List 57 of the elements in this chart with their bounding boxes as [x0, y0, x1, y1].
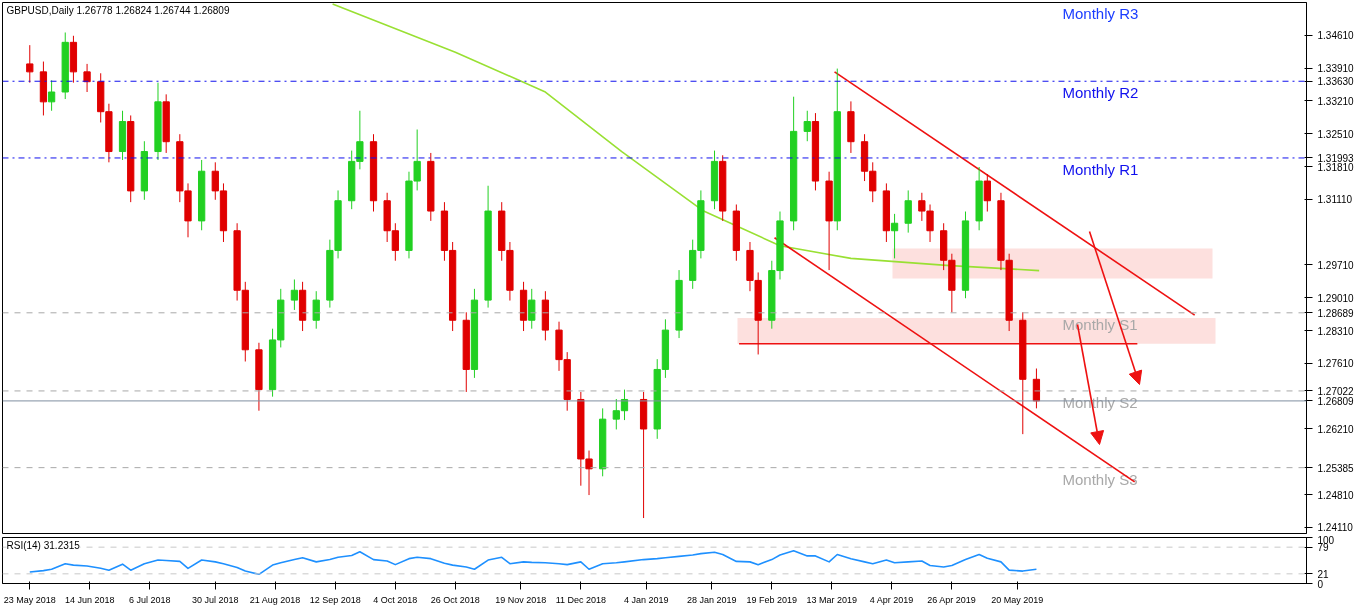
- x-tick-label: 21 Aug 2018: [249, 594, 301, 605]
- candlestick: [47, 79, 56, 112]
- line-series: [331, 3, 1040, 272]
- ref-line-label: Monthly S1: [1062, 315, 1138, 333]
- candlestick: [290, 278, 299, 311]
- candlestick: [26, 44, 34, 84]
- x-tick-label: 6 Jul 2018: [129, 594, 171, 605]
- y-tick-label: 1.28689: [1317, 307, 1355, 319]
- y-tick-label: 1.29010: [1317, 292, 1355, 304]
- x-tick-label: 4 Oct 2018: [373, 594, 418, 605]
- y-tick-label: 1.26210: [1317, 423, 1355, 435]
- y-tick-label: 1.24110: [1317, 522, 1354, 534]
- y-tick-label: 1.31110: [1317, 194, 1353, 206]
- ref-line-label: Monthly R1: [1062, 160, 1139, 178]
- chart-title: GBPUSD,Daily 1.26778 1.26824 1.26744 1.26809: [6, 4, 230, 16]
- x-tick-label: 20 May 2019: [991, 594, 1044, 605]
- candlestick: [803, 110, 811, 142]
- x-tick-label: 11 Dec 2018: [555, 594, 607, 605]
- y-tick-label: 1.25385: [1317, 462, 1355, 474]
- y-tick-label: 1.34610: [1317, 30, 1355, 42]
- y-tick-label: 1.29710: [1317, 259, 1355, 271]
- y-tick-label: 1.27610: [1317, 358, 1355, 370]
- y-tick-label: 1.33630: [1317, 76, 1355, 88]
- x-tick-label: 26 Apr 2019: [927, 594, 976, 605]
- y-tick-label: 0: [1317, 578, 1324, 590]
- ref-line-label: Monthly R2: [1062, 84, 1139, 102]
- x-tick-label: 14 Jun 2018: [65, 594, 115, 605]
- line-series: [28, 550, 1038, 576]
- x-tick-label: 26 Oct 2018: [430, 594, 480, 605]
- candlestick: [983, 173, 991, 213]
- candlestick: [890, 213, 899, 259]
- y-tick-label: 1.31810: [1317, 161, 1355, 173]
- candlestick: [312, 290, 320, 330]
- x-tick-label: 4 Jan 2019: [624, 594, 669, 605]
- x-tick-label: 19 Nov 2018: [495, 594, 547, 605]
- candlestick: [83, 63, 91, 93]
- x-tick-label: 28 Jan 2019: [687, 594, 737, 605]
- ref-line-label: Monthly S3: [1062, 470, 1138, 488]
- x-tick-label: 13 Mar 2019: [806, 594, 858, 605]
- y-tick-label: 1.33210: [1317, 95, 1355, 107]
- x-tick-label: 30 Jul 2018: [192, 594, 239, 605]
- chart-title: RSI(14) 31.2315: [6, 539, 81, 551]
- y-tick-label: 21: [1317, 568, 1330, 580]
- x-tick-label: 23 May 2018: [3, 594, 56, 605]
- x-tick-label: 19 Feb 2019: [746, 594, 798, 605]
- y-tick-label: 1.27022: [1317, 385, 1355, 397]
- y-tick-label: 1.32510: [1317, 128, 1355, 140]
- y-tick-label: 1.33910: [1317, 63, 1355, 75]
- x-tick-label: 12 Sep 2018: [309, 594, 361, 605]
- y-tick-label: 1.26809: [1317, 395, 1355, 407]
- candlestick: [528, 288, 536, 330]
- y-tick-label: 1.28310: [1317, 325, 1355, 337]
- annotation: Monthly R3: [1062, 4, 1139, 22]
- y-tick-label: 1.31993: [1317, 152, 1355, 164]
- y-tick-label: 1.24810: [1317, 489, 1355, 501]
- x-tick-label: 4 Apr 2019: [869, 594, 914, 605]
- candlestick: [904, 189, 912, 234]
